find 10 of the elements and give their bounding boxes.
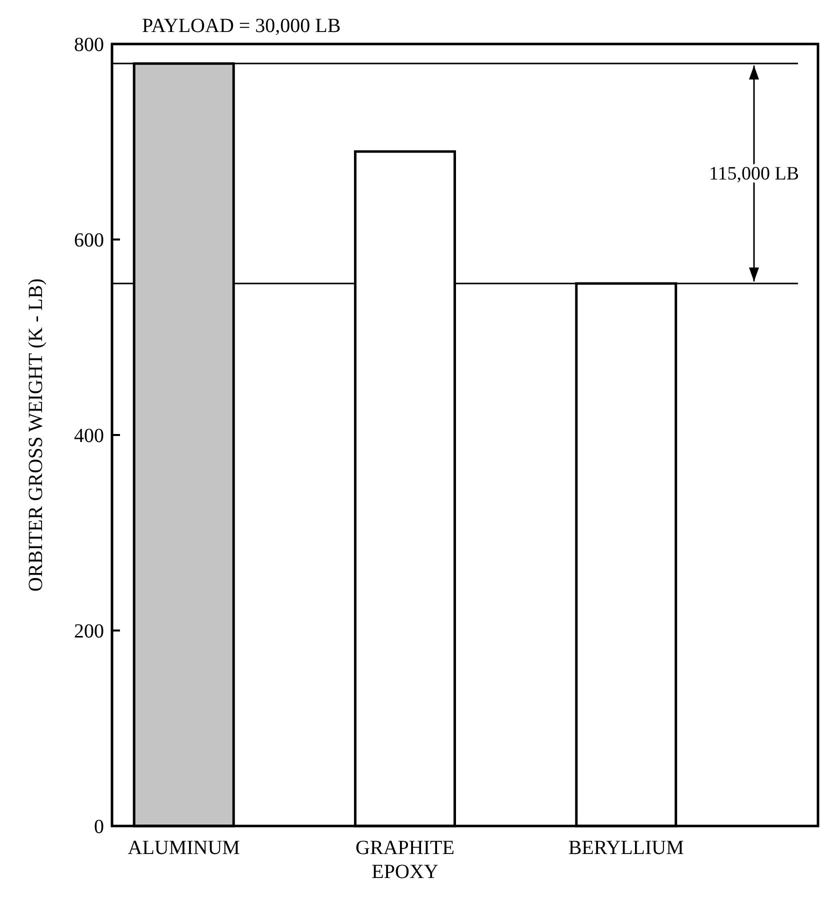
x-tick-label: GRAPHITE EPOXY <box>356 837 454 883</box>
y-tick-label: 400 <box>74 425 104 447</box>
y-axis-title: ORBITER GROSS WEIGHT (K - LB) <box>25 278 47 592</box>
y-tick-label: 800 <box>74 34 104 56</box>
y-tick-label: 600 <box>74 230 104 252</box>
x-tick-label: BERYLLIUM <box>568 837 684 859</box>
x-tick-label: ALUMINUM <box>128 837 240 859</box>
chart-title: PAYLOAD = 30,000 LB <box>142 15 341 37</box>
y-tick-label: 200 <box>74 620 104 642</box>
y-tick-label: 0 <box>94 816 104 838</box>
